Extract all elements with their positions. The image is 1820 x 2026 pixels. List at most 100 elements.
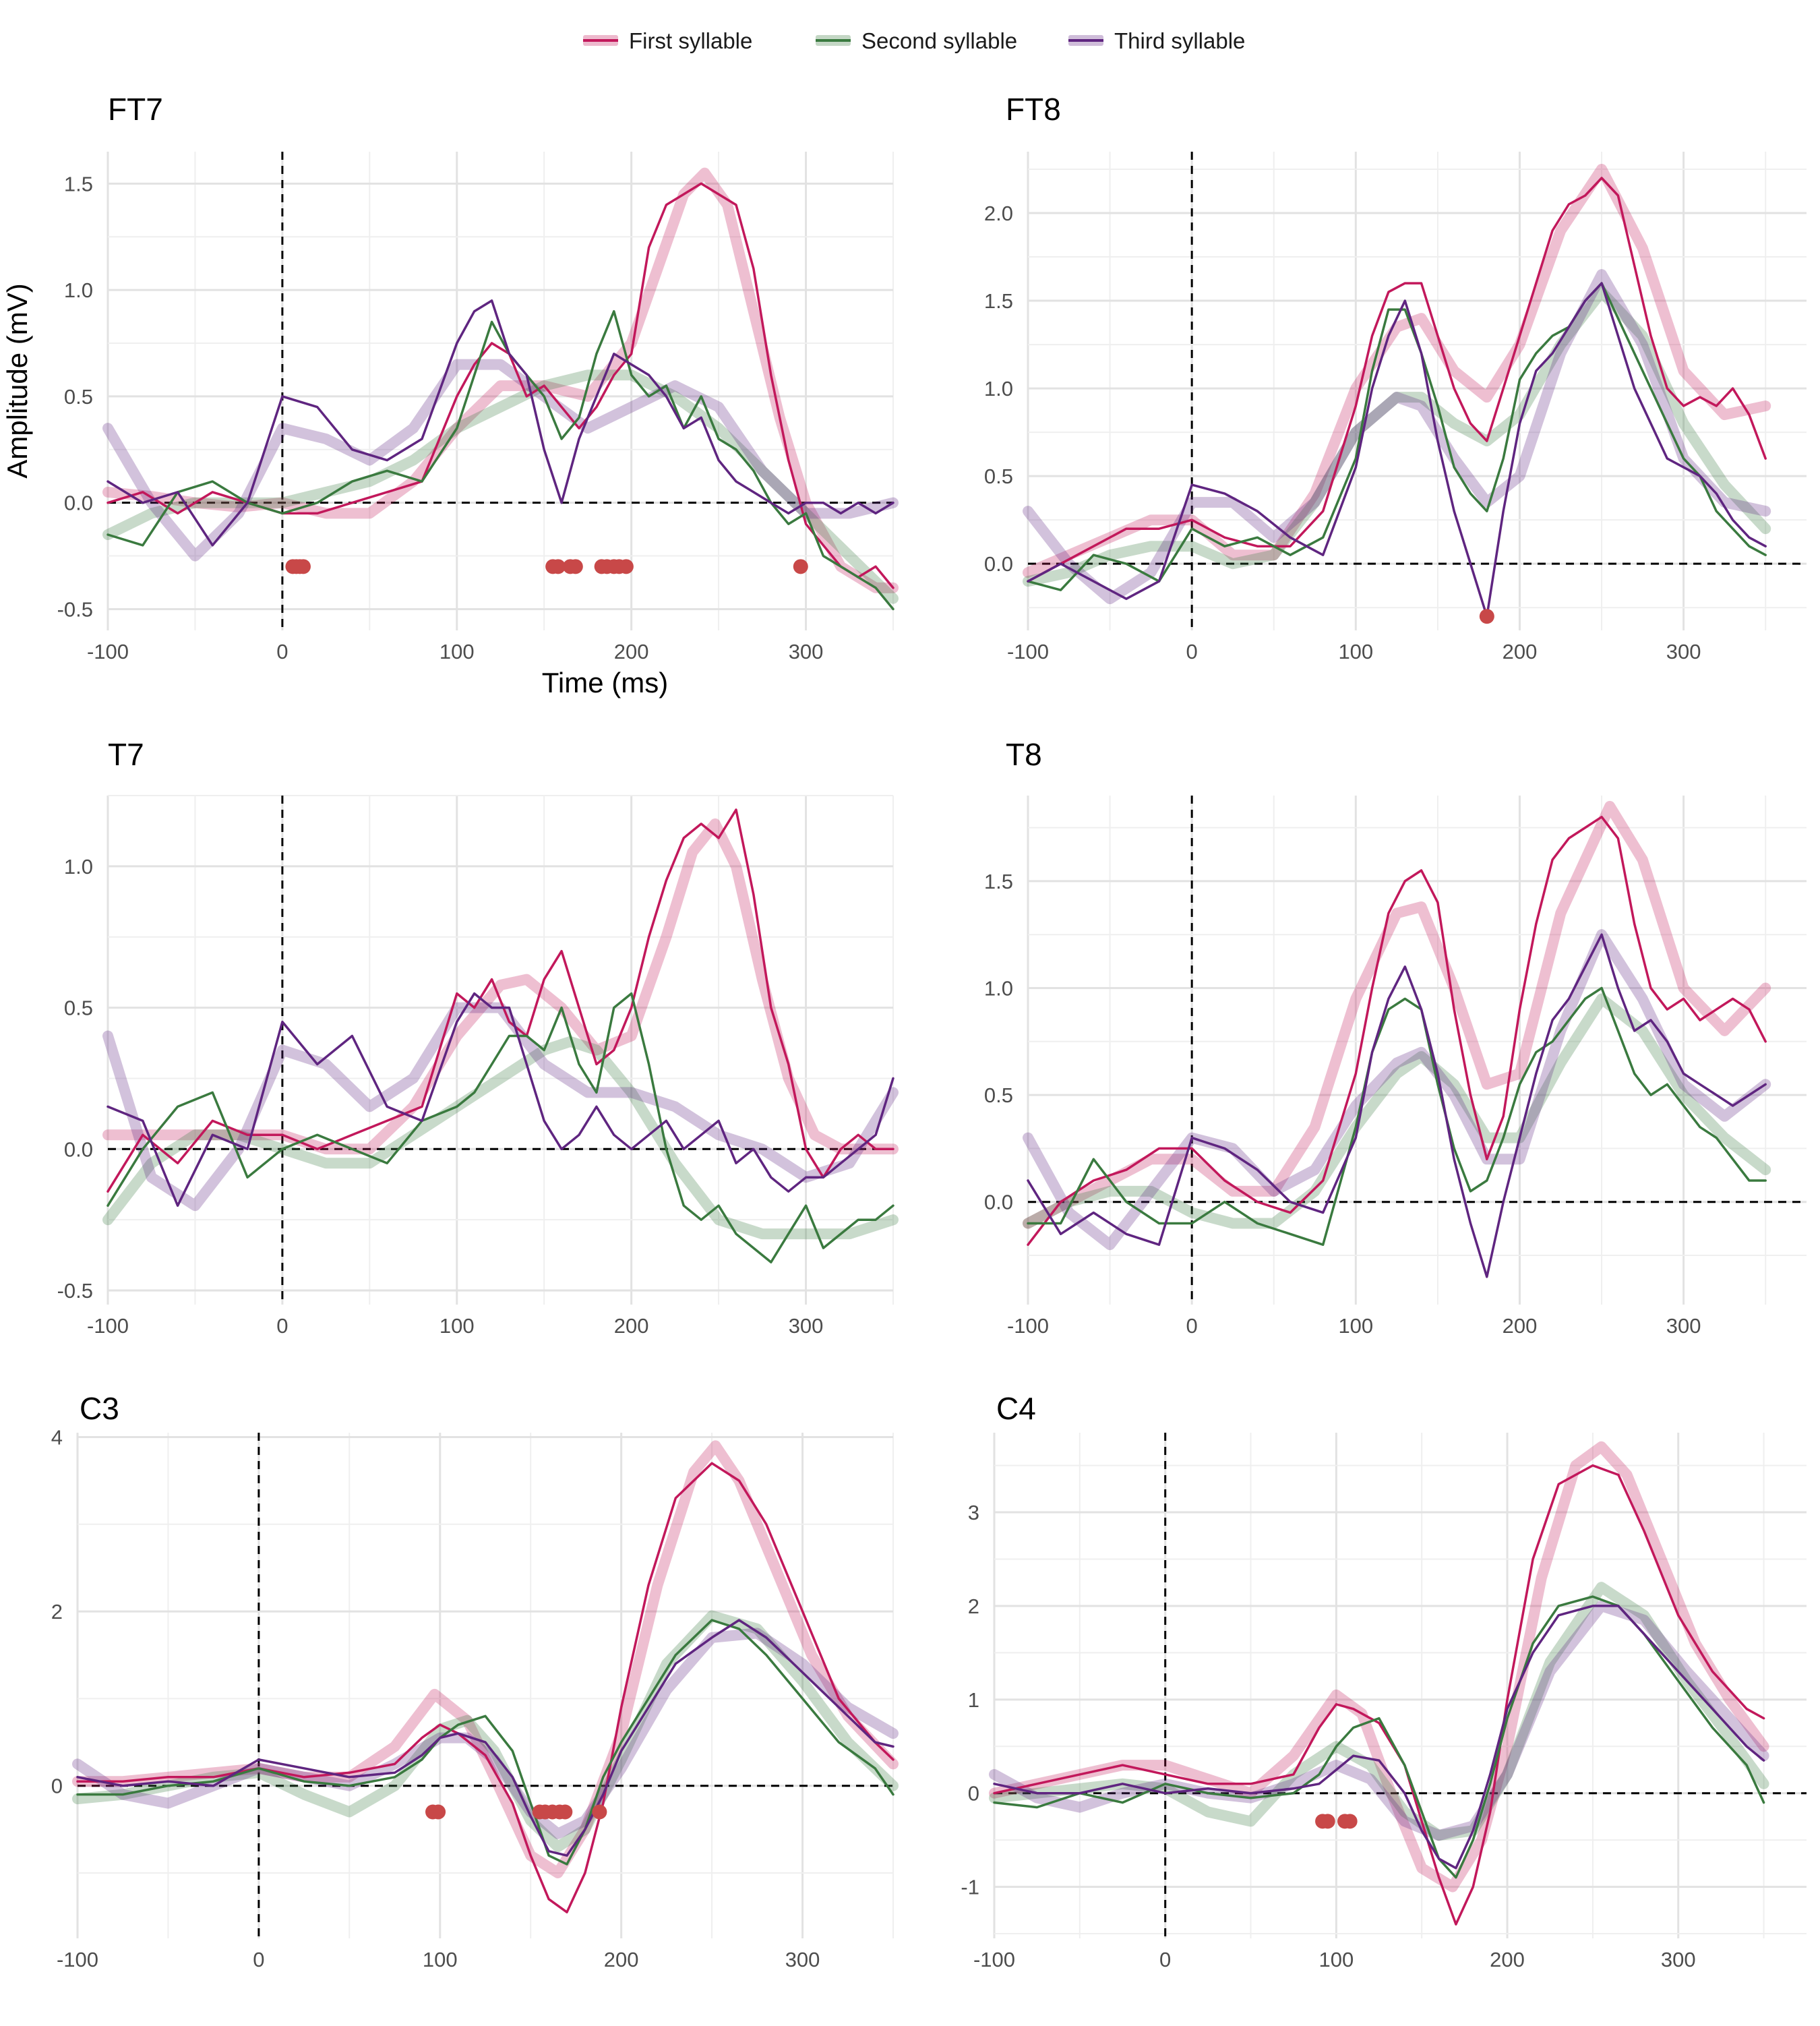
x-tick-label: 200 — [604, 1948, 639, 1971]
significance-marker — [618, 559, 634, 574]
smooth-line-second — [1023, 993, 1771, 1229]
x-tick-label: 100 — [439, 640, 475, 663]
x-tick-label: 0 — [1159, 1948, 1171, 1971]
tick-labels: -100 0 100 200 300 -0.5 0.0 0.5 1.0 1.5 — [57, 172, 824, 663]
y-tick-label: 0 — [51, 1775, 63, 1798]
y-tick-label: 1.0 — [984, 377, 1013, 400]
smooth-line-third — [989, 1600, 1769, 1841]
raw-line-third — [1027, 282, 1767, 618]
x-axis-label: Time (ms) — [542, 667, 668, 698]
y-tick-label: -1 — [961, 1876, 979, 1899]
raw-line-first — [76, 1462, 894, 1913]
y-tick-label: 0 — [968, 1782, 979, 1806]
raw-line-first — [993, 1464, 1765, 1926]
y-tick-label: 0.5 — [64, 385, 93, 409]
smooth-line-first — [102, 167, 899, 593]
grid — [993, 1433, 1807, 1938]
y-tick-label: 0.5 — [64, 996, 93, 1020]
y-tick-label: -0.5 — [57, 597, 93, 621]
panel-title: FT8 — [1006, 92, 1061, 127]
significance-marker — [592, 1804, 607, 1820]
raw-line-second — [1027, 282, 1767, 591]
grid — [107, 152, 894, 630]
y-tick-label: 3 — [968, 1501, 979, 1524]
smooth-line-second — [102, 1036, 899, 1240]
significance-marker — [1342, 1814, 1358, 1829]
x-tick-label: -100 — [973, 1948, 1015, 1971]
significance-marker — [431, 1804, 446, 1820]
x-tick-label: 0 — [276, 640, 288, 663]
raw-line-first — [1027, 177, 1767, 583]
y-tick-label: 2 — [51, 1600, 63, 1623]
panel-title: T7 — [108, 737, 144, 772]
significance-marker — [1320, 1814, 1335, 1829]
x-tick-label: 200 — [614, 1314, 649, 1338]
panel-c3: -100 0 100 200 300 0 2 4 C3 — [51, 1391, 899, 1971]
x-tick-label: -100 — [1007, 640, 1049, 663]
y-tick-label: 1.0 — [64, 855, 93, 878]
y-axis-label: Amplitude (mV) — [1, 283, 33, 478]
y-tick-label: 4 — [51, 1425, 63, 1449]
smooth-line-second — [1023, 287, 1771, 587]
smooth-line-third — [1023, 269, 1771, 605]
x-tick-label: -100 — [87, 1314, 129, 1338]
tick-labels: -100 0 100 200 300 0.0 0.5 1.0 1.5 — [984, 870, 1701, 1338]
grid — [76, 1433, 894, 1938]
x-tick-label: 100 — [439, 1314, 475, 1338]
x-tick-label: 100 — [1338, 640, 1373, 663]
panel-title: C3 — [80, 1391, 119, 1426]
smooth-line-first — [102, 818, 899, 1155]
legend-item-first: First syllable — [583, 28, 752, 53]
significance-marker — [557, 1804, 573, 1820]
panel-ft8: -100 0 100 200 300 0.0 0.5 1.0 1.5 2.0 FT8 — [984, 92, 1807, 663]
raw-line-second — [1027, 986, 1767, 1246]
tick-labels: -100 0 100 200 300 0 2 4 — [51, 1425, 820, 1971]
smooth-line-first — [989, 1441, 1769, 1893]
smooth-line-third — [1023, 929, 1771, 1251]
y-tick-label: 1.0 — [984, 977, 1013, 1001]
x-tick-label: 300 — [1666, 1314, 1701, 1338]
x-tick-label: 0 — [253, 1948, 264, 1971]
raw-line-second — [107, 309, 894, 611]
y-tick-label: 0.5 — [984, 1083, 1013, 1107]
x-tick-label: 300 — [785, 1948, 820, 1971]
y-tick-label: 1 — [968, 1688, 979, 1712]
raw-line-third — [107, 299, 894, 547]
raw-line-third — [76, 1619, 894, 1857]
panel-title: C4 — [996, 1391, 1036, 1426]
panel-ft7: -100 0 100 200 300 -0.5 0.0 0.5 1.0 1.5 FT7 Time (m… — [1, 92, 899, 698]
x-tick-label: 200 — [1503, 640, 1538, 663]
panel-title: T8 — [1006, 737, 1042, 772]
legend-item-third: Third syllable — [1068, 28, 1245, 53]
legend-label-first: First syllable — [629, 28, 752, 53]
smooth-line-third — [72, 1628, 899, 1839]
significance-marker — [793, 559, 808, 574]
smooth-line-first — [1023, 800, 1771, 1229]
legend: First syllable Second syllable Third sylla… — [583, 28, 1245, 53]
x-tick-label: 300 — [789, 640, 824, 663]
raw-line-third — [107, 992, 894, 1207]
raw-line-second — [76, 1619, 894, 1866]
smooth-line-second — [72, 1610, 899, 1853]
y-tick-label: 1.5 — [984, 289, 1013, 313]
significance-marker — [568, 559, 583, 574]
x-tick-label: -100 — [57, 1948, 98, 1971]
raw-line-first — [1027, 815, 1767, 1246]
legend-label-third: Third syllable — [1114, 28, 1245, 53]
x-tick-label: 200 — [614, 640, 649, 663]
raw-line-second — [107, 992, 894, 1263]
y-tick-label: 0.0 — [64, 1137, 93, 1161]
panel-c4: -100 0 100 200 300 -1 0 1 2 3 C4 — [961, 1391, 1807, 1971]
significance-marker — [550, 559, 566, 574]
grid — [1027, 152, 1807, 630]
x-tick-label: -100 — [87, 640, 129, 663]
x-tick-label: 300 — [789, 1314, 824, 1338]
x-tick-label: 200 — [1490, 1948, 1525, 1971]
smooth-line-second — [102, 369, 899, 604]
panel-title: FT7 — [108, 92, 163, 127]
x-tick-label: 0 — [276, 1314, 288, 1338]
y-tick-label: 0.0 — [64, 491, 93, 515]
x-tick-label: 200 — [1503, 1314, 1538, 1338]
x-tick-label: 0 — [1186, 1314, 1198, 1338]
